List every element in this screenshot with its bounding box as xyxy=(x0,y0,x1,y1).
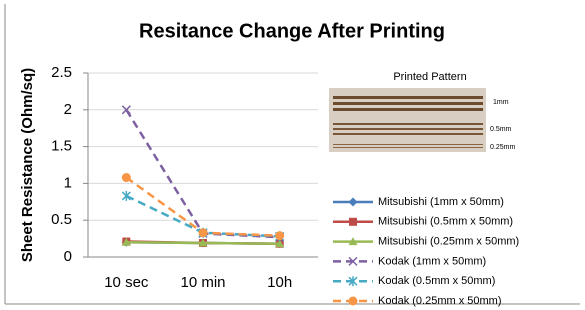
y-tick-label: 2.5 xyxy=(51,64,72,81)
series xyxy=(122,106,283,241)
y-tick-label: 1.5 xyxy=(51,138,72,155)
legend-label: Mitsubishi (0.25mm x 50mm) xyxy=(378,236,519,248)
page: {"chart_data": {"type": "line", "title":… xyxy=(0,0,585,310)
legend-marker xyxy=(349,218,357,226)
marker xyxy=(122,173,131,182)
x-tick-label: 10 sec xyxy=(104,274,149,291)
y-tick-label: 0 xyxy=(64,248,72,265)
marker xyxy=(199,228,208,237)
series-line xyxy=(126,110,279,237)
chart-title: Resitance Change After Printing xyxy=(139,20,445,42)
x-tick-label: 10h xyxy=(267,274,292,291)
legend-label: Kodak (0.5mm x 50mm) xyxy=(378,275,495,287)
inset-label: 0.25mm xyxy=(490,144,515,151)
y-tick-label: 0.5 xyxy=(51,211,72,228)
legend-label: Kodak (0.25mm x 50mm) xyxy=(378,295,501,307)
marker xyxy=(275,231,284,240)
chart: Resitance Change After Printing Sheet Re… xyxy=(0,0,585,310)
legend-marker xyxy=(349,297,358,306)
y-tick-label: 1 xyxy=(64,174,72,191)
legend-marker xyxy=(349,198,358,207)
y-axis-label: Sheet Resistance (Ohm/sq) xyxy=(19,68,36,262)
inset-label: 0.5mm xyxy=(490,126,512,133)
series xyxy=(122,238,284,247)
inset-photo xyxy=(329,88,486,152)
series-line xyxy=(126,178,279,236)
legend-label: Kodak (1mm x 50mm) xyxy=(378,255,486,267)
inset-label: 1mm xyxy=(493,99,509,106)
legend-label: Mitsubishi (0.5mm x 50mm) xyxy=(378,216,513,228)
legend-label: Mitsubishi (1mm x 50mm) xyxy=(378,196,504,208)
inset-title: Printed Pattern xyxy=(393,71,466,83)
y-tick-label: 2 xyxy=(64,101,72,118)
x-tick-label: 10 min xyxy=(180,274,225,291)
